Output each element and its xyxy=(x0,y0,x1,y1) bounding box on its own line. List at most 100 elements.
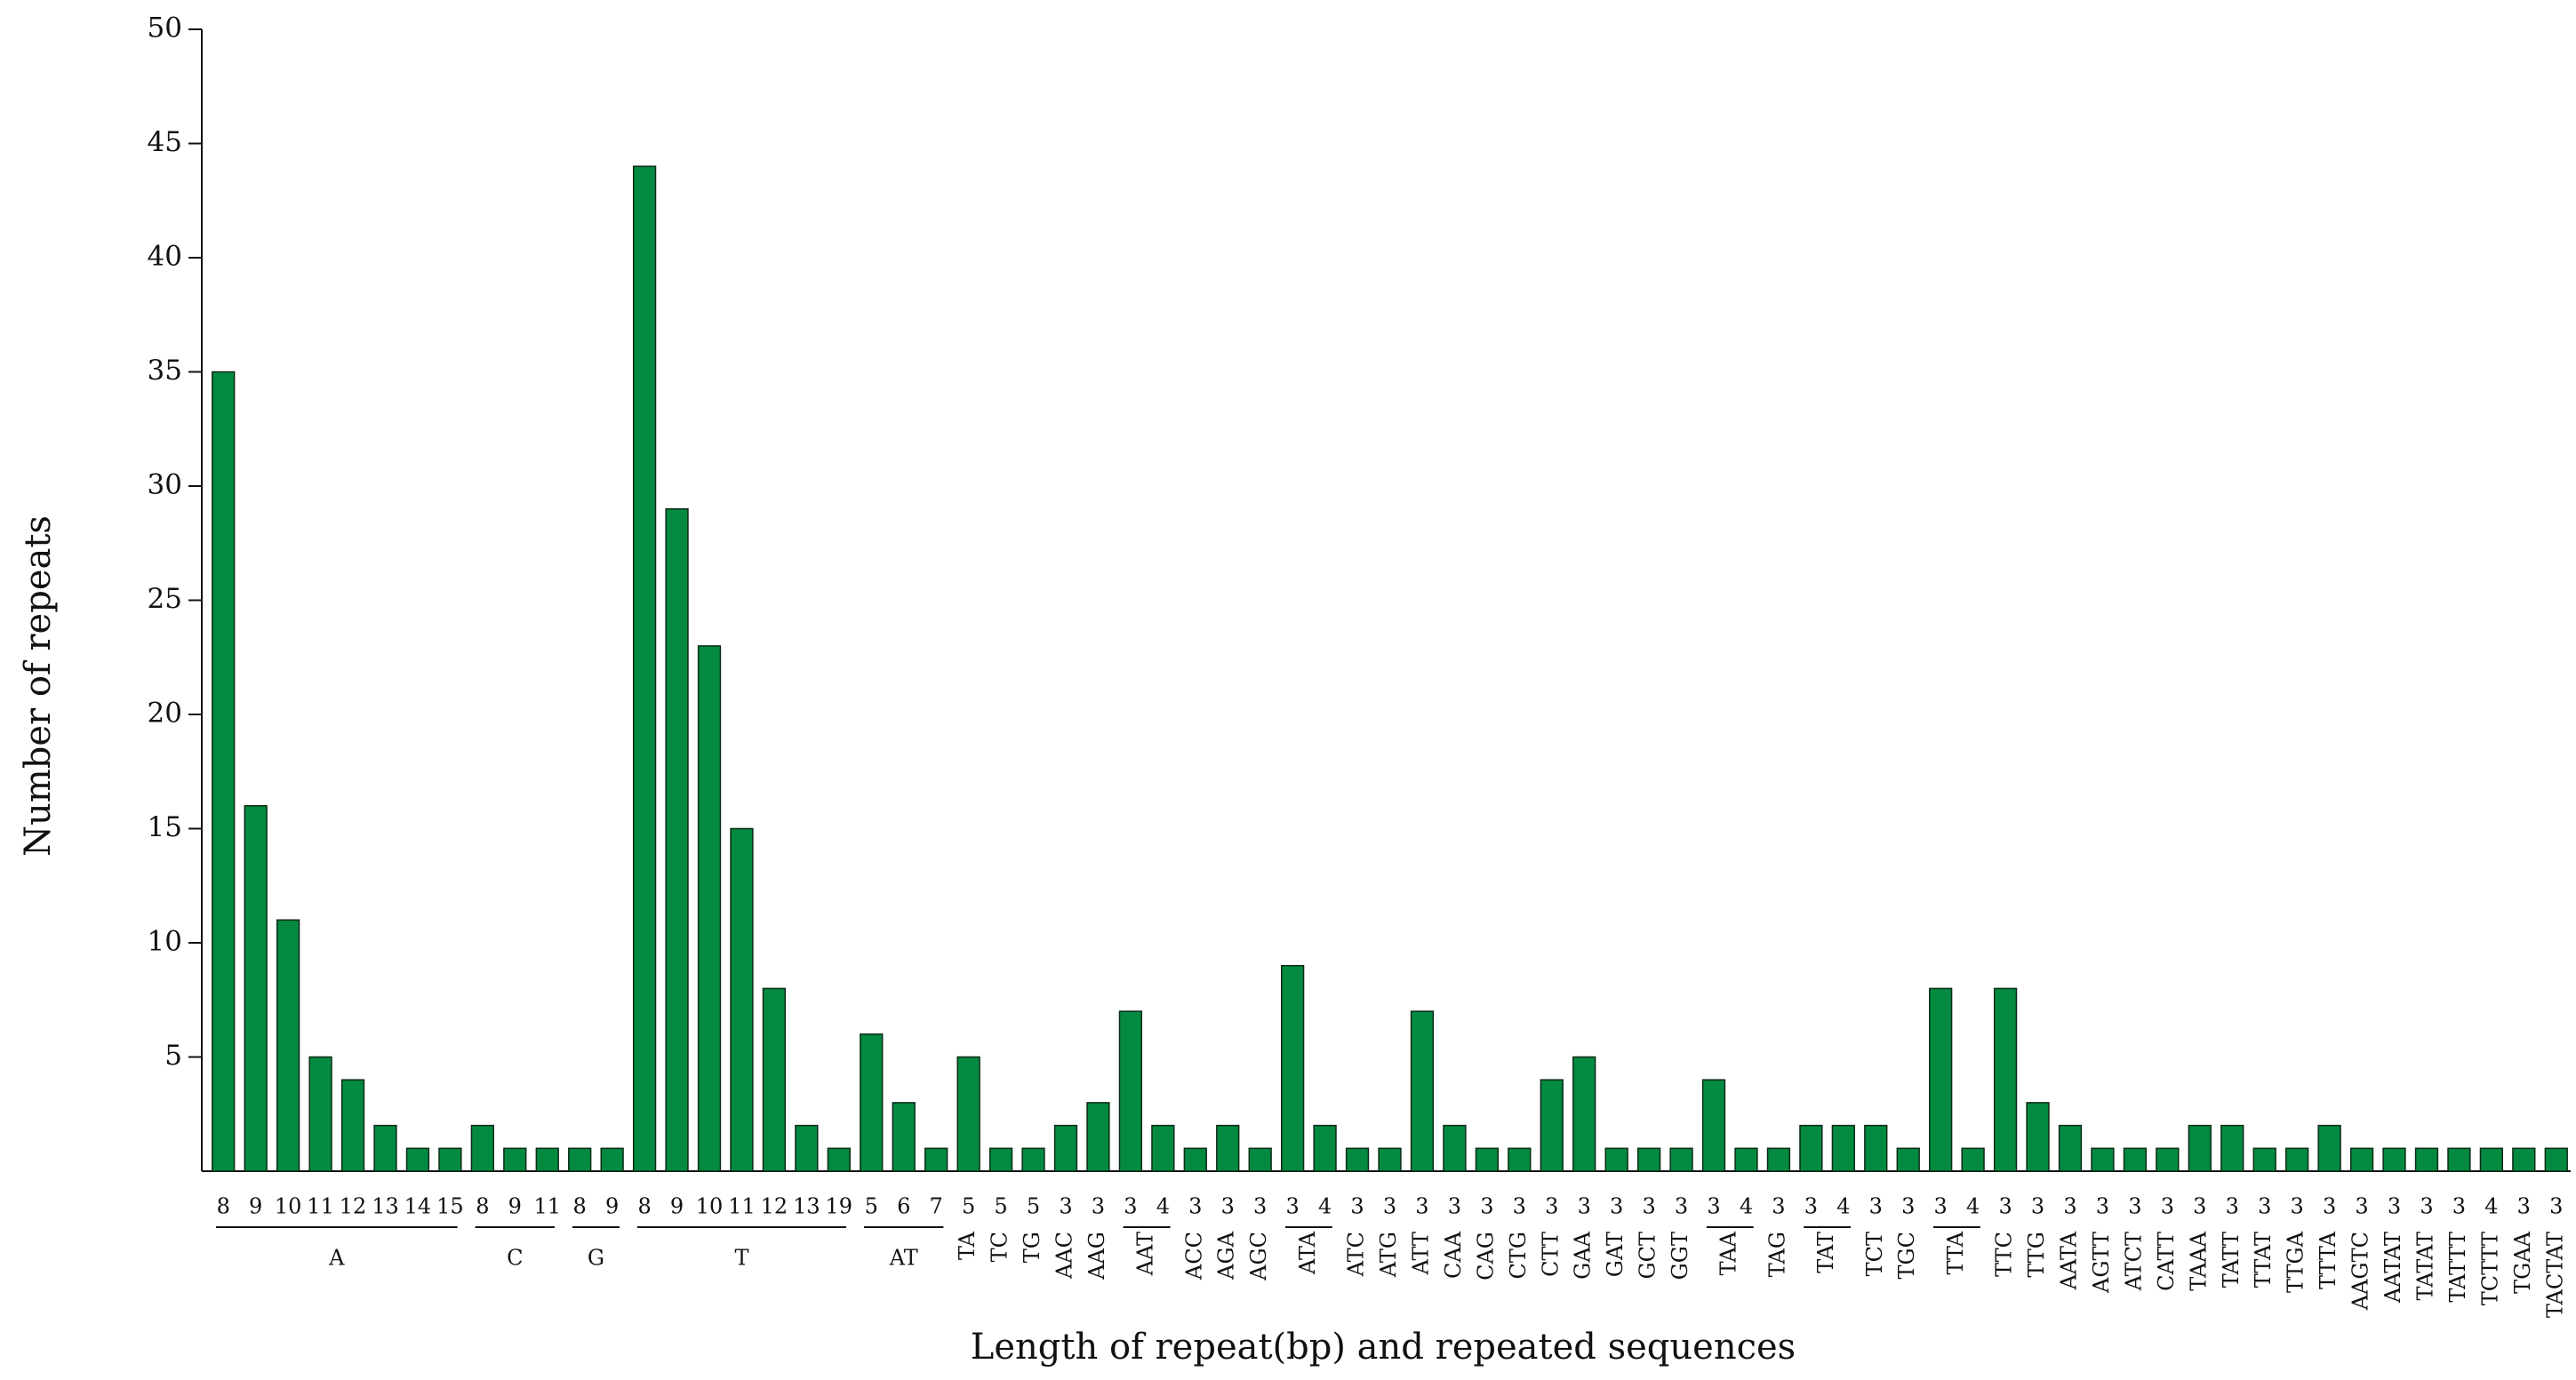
group-label: ATG xyxy=(1376,1232,1401,1278)
group-label: AAG xyxy=(1084,1232,1109,1280)
group-label: TA xyxy=(955,1231,980,1260)
group-label: T xyxy=(734,1246,748,1271)
x-tick-label: 11 xyxy=(728,1194,756,1219)
x-tick-label: 3 xyxy=(2420,1194,2433,1219)
x-tick-label: 9 xyxy=(605,1194,619,1219)
y-tick-label: 10 xyxy=(148,926,182,958)
x-tick-label: 3 xyxy=(2063,1194,2076,1219)
bar xyxy=(892,1102,916,1172)
x-tick-label: 15 xyxy=(436,1194,464,1219)
x-tick-label: 3 xyxy=(2549,1194,2563,1219)
group-label: AGA xyxy=(1214,1231,1239,1280)
group-label: AGC xyxy=(1246,1232,1271,1281)
x-tick-label: 3 xyxy=(1513,1194,1526,1219)
y-tick-label: 40 xyxy=(148,241,182,273)
bar xyxy=(1896,1147,1920,1172)
x-axis-title: Length of repeat(bp) and repeated sequen… xyxy=(971,1327,1796,1368)
x-tick-label: 3 xyxy=(1545,1194,1558,1219)
group-label: TC xyxy=(988,1232,1012,1262)
group-label: TTA xyxy=(1943,1231,1968,1274)
group-label: CTT xyxy=(1538,1232,1563,1277)
group-label: AATAT xyxy=(2380,1232,2405,1304)
x-tick-label: 3 xyxy=(1092,1194,1105,1219)
x-tick-label: 3 xyxy=(2096,1194,2109,1219)
bar xyxy=(1345,1147,1370,1172)
x-tick-label: 4 xyxy=(2484,1194,2498,1219)
y-tick-label: 30 xyxy=(148,469,182,501)
group-label: TTGA xyxy=(2284,1231,2308,1293)
bar xyxy=(632,165,657,1172)
bar xyxy=(2447,1147,2471,1172)
x-tick-label: 3 xyxy=(1059,1194,1072,1219)
bar xyxy=(2188,1124,2212,1172)
group-label: AAGTC xyxy=(2348,1232,2373,1311)
bar xyxy=(2382,1147,2406,1172)
y-tick-label: 20 xyxy=(148,698,182,730)
x-tick-label: 3 xyxy=(1998,1194,2012,1219)
x-tick-label: 4 xyxy=(1836,1194,1850,1219)
bar xyxy=(2317,1124,2341,1172)
bar xyxy=(1151,1124,1175,1172)
group-label: GAT xyxy=(1603,1232,1628,1277)
x-tick-label: 12 xyxy=(761,1194,788,1219)
bar xyxy=(1701,1079,1726,1172)
y-tick-label: 45 xyxy=(148,126,182,158)
x-tick-label: 9 xyxy=(249,1194,262,1219)
group-label: ATA xyxy=(1295,1231,1320,1275)
x-tick-label: 4 xyxy=(1156,1194,1170,1219)
x-tick-label: 14 xyxy=(404,1194,432,1219)
group-label: ATT xyxy=(1408,1232,1433,1275)
x-tick-label: 3 xyxy=(2226,1194,2239,1219)
bar xyxy=(308,1056,332,1172)
bar xyxy=(2220,1124,2244,1172)
x-tick-label: 3 xyxy=(2323,1194,2336,1219)
bar xyxy=(1313,1124,1337,1172)
x-tick-label: 11 xyxy=(533,1194,561,1219)
bar xyxy=(2026,1102,2050,1172)
bar xyxy=(340,1079,365,1172)
bar xyxy=(1053,1124,1078,1172)
x-tick-label: 3 xyxy=(1350,1194,1364,1219)
bar xyxy=(568,1147,592,1172)
group-label: CTG xyxy=(1506,1232,1531,1280)
x-tick-label: 3 xyxy=(1253,1194,1267,1219)
x-tick-label: 3 xyxy=(2291,1194,2304,1219)
x-tick-label: 6 xyxy=(897,1194,910,1219)
group-label: ATCT xyxy=(2121,1232,2146,1291)
x-tick-label: 3 xyxy=(1383,1194,1396,1219)
y-tick-label: 5 xyxy=(164,1040,182,1072)
x-tick-label: 3 xyxy=(2452,1194,2466,1219)
bar xyxy=(1636,1147,1661,1172)
bar xyxy=(1831,1124,1855,1172)
bar xyxy=(1604,1147,1628,1172)
bar xyxy=(1443,1124,1467,1172)
bar xyxy=(956,1056,980,1172)
group-label: ATC xyxy=(1344,1232,1369,1277)
bar xyxy=(438,1147,462,1172)
bar xyxy=(1864,1124,1888,1172)
x-tick-label: 9 xyxy=(670,1194,684,1219)
x-tick-label: 3 xyxy=(1286,1194,1300,1219)
bar xyxy=(860,1033,884,1172)
x-tick-label: 3 xyxy=(2128,1194,2141,1219)
group-label: GAA xyxy=(1571,1231,1596,1280)
bar xyxy=(600,1147,624,1172)
bar xyxy=(1475,1147,1499,1172)
x-tick-label: 3 xyxy=(1415,1194,1428,1219)
bar xyxy=(212,371,236,1172)
x-tick-label: 13 xyxy=(372,1194,399,1219)
group-label: TCT xyxy=(1862,1232,1887,1276)
group-label: AAT xyxy=(1133,1232,1158,1276)
group-label: AAC xyxy=(1052,1232,1076,1280)
bar xyxy=(1086,1102,1110,1172)
x-tick-label: 3 xyxy=(2388,1194,2401,1219)
x-tick-label: 3 xyxy=(1869,1194,1883,1219)
bar xyxy=(2479,1147,2504,1172)
bar xyxy=(730,827,754,1172)
x-tick-label: 3 xyxy=(1901,1194,1915,1219)
group-label: TATTT xyxy=(2445,1232,2470,1303)
group-label: C xyxy=(507,1246,523,1271)
x-tick-label: 3 xyxy=(1675,1194,1688,1219)
group-label: TTC xyxy=(1992,1232,2017,1277)
bar xyxy=(2414,1147,2439,1172)
